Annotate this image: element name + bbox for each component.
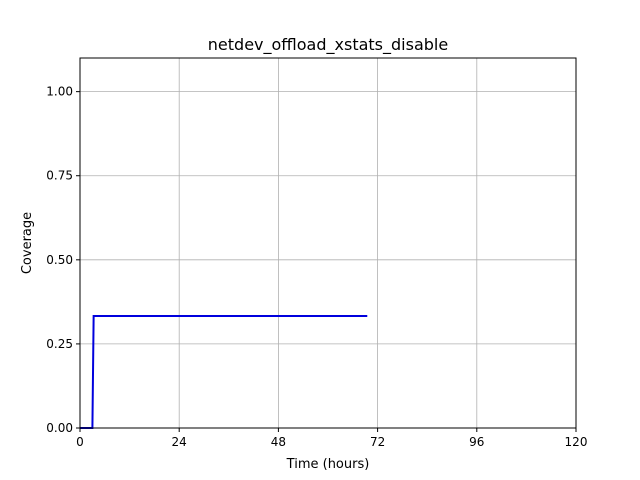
y-tick-label: 0.75 [46,169,73,183]
y-tick-label: 1.00 [46,85,73,99]
plot-frame [79,57,577,429]
x-axis-ticks: 0 24 48 72 96 120 [76,428,587,449]
y-tick-label: 0.00 [46,421,73,435]
x-tick-label: 48 [271,435,286,449]
x-tick-label: 72 [370,435,385,449]
x-tick-label: 120 [565,435,588,449]
x-tick-label: 96 [469,435,484,449]
chart-title: netdev_offload_xstats_disable [208,35,448,55]
y-tick-label: 0.25 [46,337,73,351]
x-tick-label: 24 [172,435,187,449]
y-axis-ticks: 0.00 0.25 0.50 0.75 1.00 [46,85,80,435]
y-tick-label: 0.50 [46,253,73,267]
x-tick-label: 0 [76,435,84,449]
y-axis-label: Coverage [20,212,35,274]
x-axis-label: Time (hours) [286,457,370,472]
